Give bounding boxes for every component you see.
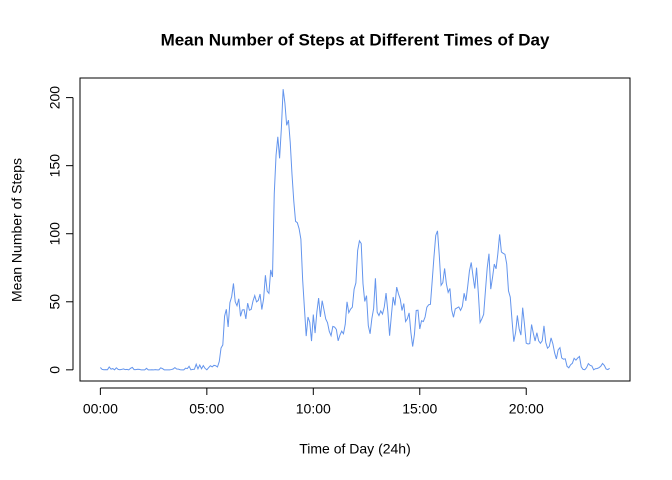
data-line <box>100 89 610 371</box>
x-tick-label: 10:00 <box>296 401 331 417</box>
y-tick-label: 50 <box>47 294 63 310</box>
y-tick-label: 0 <box>47 366 63 374</box>
x-tick-label: 15:00 <box>402 401 437 417</box>
y-axis-label: Mean Number of Steps <box>9 158 25 302</box>
x-tick-label: 05:00 <box>189 401 224 417</box>
y-tick-label: 100 <box>47 222 63 246</box>
x-tick-label: 00:00 <box>83 401 118 417</box>
x-axis-label: Time of Day (24h) <box>299 441 411 457</box>
chart-title: Mean Number of Steps at Different Times … <box>161 30 550 49</box>
x-tick-label: 20:00 <box>509 401 544 417</box>
plot-frame <box>79 77 631 382</box>
y-tick-label: 200 <box>47 86 63 110</box>
y-tick-label: 150 <box>47 154 63 178</box>
